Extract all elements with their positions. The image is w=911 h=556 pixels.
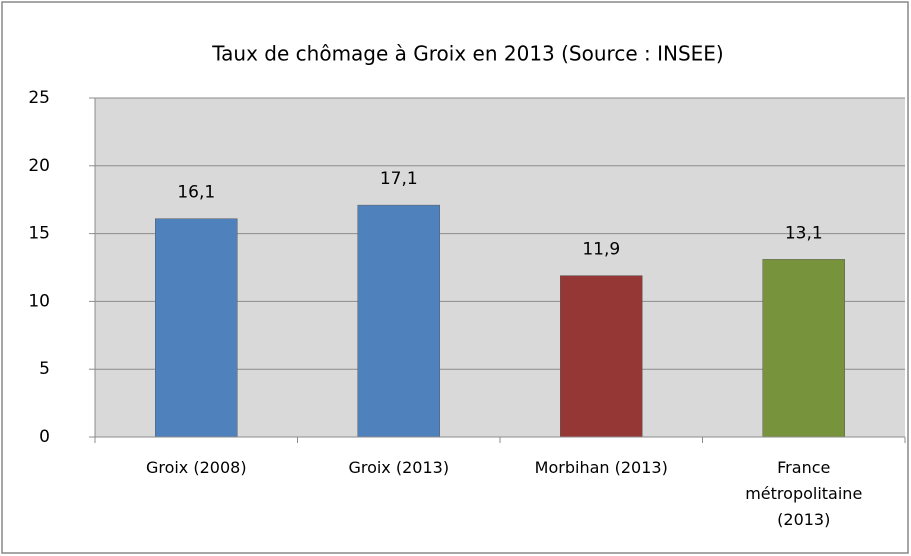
x-tick-label: Groix (2013)	[348, 458, 450, 477]
x-tick-label: Morbihan (2013)	[534, 458, 668, 477]
y-tick-label: 20	[28, 156, 50, 176]
data-label: 16,1	[177, 183, 215, 203]
y-tick-label: 0	[39, 427, 50, 447]
data-label: 13,1	[785, 223, 823, 243]
bar	[762, 259, 845, 438]
y-tick-label: 10	[28, 291, 50, 311]
x-tick-label: France métropolitaine (2013)	[745, 458, 863, 529]
bar	[155, 218, 238, 438]
y-tick-label: 5	[39, 359, 50, 379]
data-label: 11,9	[582, 240, 620, 260]
data-label: 17,1	[380, 169, 418, 189]
y-tick-label: 15	[28, 224, 50, 244]
bar	[560, 275, 643, 438]
y-tick-label: 25	[28, 88, 50, 108]
chart-title: Taux de chômage à Groix en 2013 (Source …	[211, 42, 723, 66]
bar	[357, 204, 440, 438]
x-tick-label: Groix (2008)	[145, 458, 247, 477]
